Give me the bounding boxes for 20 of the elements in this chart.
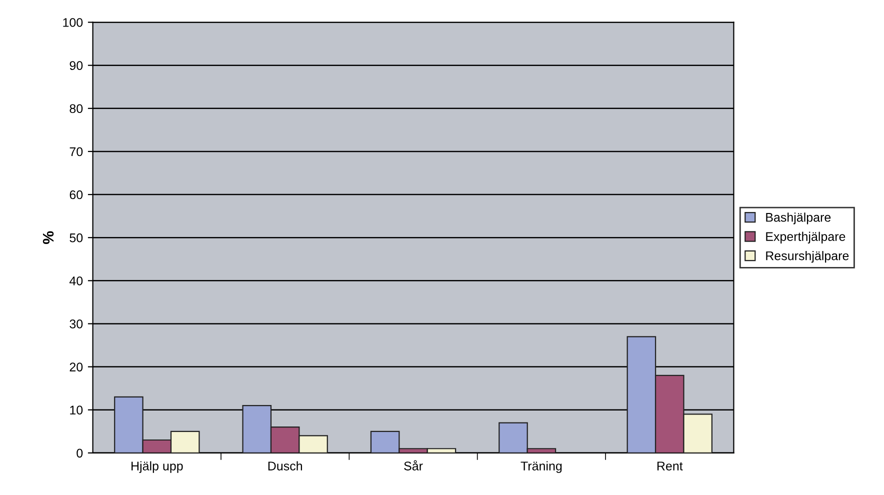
y-tick-label: 20 bbox=[70, 362, 83, 372]
y-tick-label: 50 bbox=[70, 233, 83, 242]
y-tick-label: 40 bbox=[69, 276, 83, 286]
y-tick-label: 30 bbox=[70, 320, 83, 328]
x-tick-label: Rent bbox=[657, 462, 683, 470]
y-tick-label: 10 bbox=[70, 406, 83, 415]
y-tick-label: 60 bbox=[70, 190, 83, 200]
y-tick-label: 70 bbox=[70, 147, 83, 156]
legend-label: Bashjälpare bbox=[766, 212, 831, 224]
y-tick-label: 100 bbox=[63, 18, 83, 27]
x-tick-label: Hjälp upp bbox=[132, 461, 183, 473]
x-tick-label: Träning bbox=[520, 461, 562, 473]
y-axis-title: % bbox=[42, 231, 54, 244]
y-tick-label: 0 bbox=[76, 448, 83, 458]
x-tick-label: Dusch bbox=[268, 461, 302, 470]
x-tick-label: Sår bbox=[404, 460, 423, 470]
y-tick-label: 80 bbox=[70, 104, 83, 114]
y-tick-label: 90 bbox=[70, 61, 83, 70]
legend-label: Resurshjälpare bbox=[766, 251, 849, 263]
legend-label: Experthjälpare bbox=[766, 232, 846, 244]
